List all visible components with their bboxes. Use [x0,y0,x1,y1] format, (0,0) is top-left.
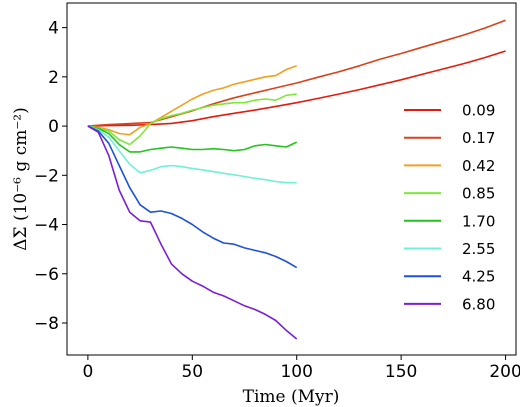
x-tick-label: 200 [489,362,520,382]
y-tick-label: −4 [34,216,59,236]
series-line-0-09 [87,50,506,127]
y-tick-label: −6 [34,265,59,285]
legend-label: 1.70 [462,212,495,230]
y-tick-label: −2 [34,166,59,186]
series-lines [87,19,506,340]
x-tick-label: 100 [280,362,312,382]
y-tick-label: 0 [48,117,59,137]
legend-label: 0.09 [462,102,495,120]
y-axis-ticks: 4 2 0 −2 −4 −6 −8 [34,19,67,334]
x-axis-title: Time (Myr) [243,387,340,407]
y-tick-label: 4 [48,19,59,39]
series-line-4-25 [87,125,298,269]
y-tick-label: 2 [48,68,59,88]
series-line-0-42 [87,65,297,136]
legend-label: 2.55 [462,240,495,258]
legend-label: 0.42 [462,157,495,175]
series-line-0-85 [87,93,297,146]
series-line-2-55 [87,125,297,184]
legend-label: 6.80 [462,295,495,313]
legend-label: 4.25 [462,268,495,286]
legend-label: 0.17 [462,129,495,147]
series-line-6-80 [87,125,298,340]
x-tick-label: 0 [82,362,93,382]
y-tick-label: −8 [34,314,59,334]
legend-label: 0.85 [462,185,495,203]
x-tick-label: 50 [181,362,203,382]
series-line-1-70 [87,125,298,153]
y-axis-title: ΔΣ (10⁻⁶ g cm⁻²) [11,107,31,251]
x-axis-ticks: 0 50 100 150 200 [82,355,520,382]
plot-area [66,2,517,356]
legend: 0.09 0.17 0.42 0.85 1.70 2.55 4.25 6.80 [404,102,495,313]
x-tick-label: 150 [385,362,417,382]
